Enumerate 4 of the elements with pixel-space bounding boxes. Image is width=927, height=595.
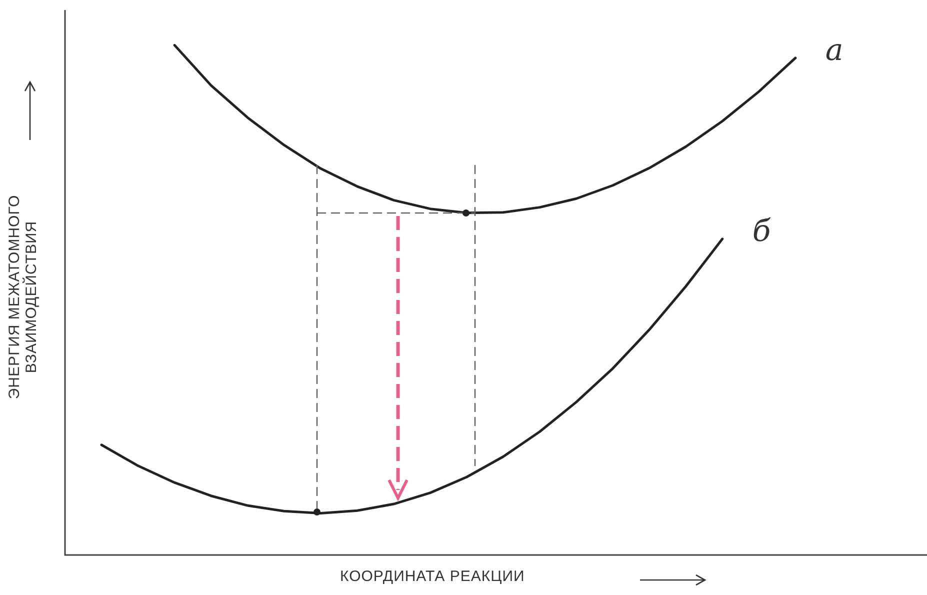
x-axis-title: КООРДИНАТА РЕАКЦИИ [340,568,525,585]
series-label: б [752,214,772,249]
series-label: а [825,32,844,68]
y-axis-title: ЭНЕРГИЯ МЕЖАТОМНОГО ВЗАИМОДЕЙСТВИЯ [6,194,40,402]
